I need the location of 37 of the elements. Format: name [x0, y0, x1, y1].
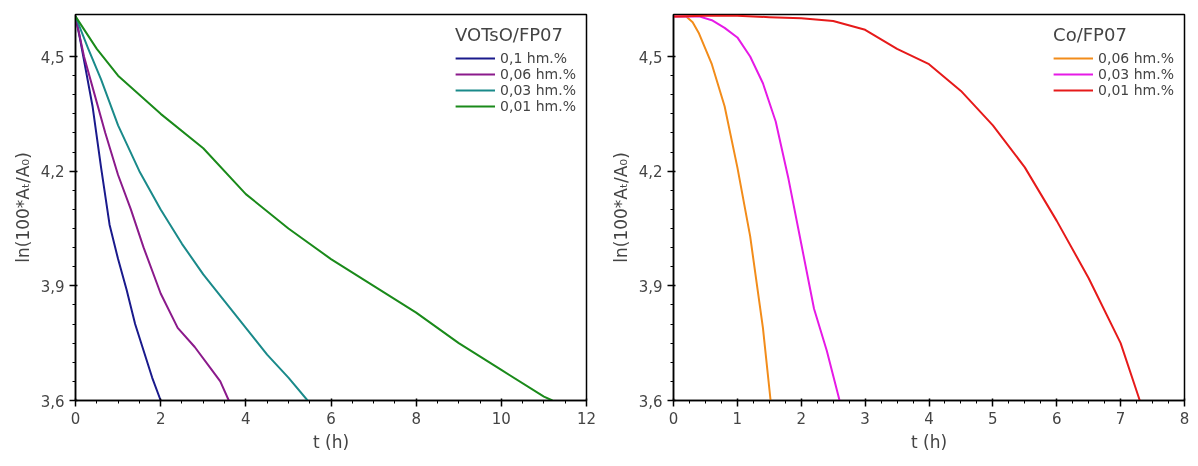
legend-label: 0,06 hm.%	[1098, 50, 1174, 66]
y-tick-label: 4,2	[40, 163, 65, 182]
x-tick-label: 8	[411, 409, 421, 428]
legend-title: VOTsO/FP07	[455, 24, 564, 45]
x-tick-label: 3	[860, 409, 870, 428]
legend-label: 0,1 hm.%	[500, 50, 568, 66]
y-axis-title: ln(100*Aₜ/A₀)	[12, 152, 33, 263]
x-tick-label: 1	[732, 409, 743, 428]
legend-title: Co/FP07	[1053, 24, 1128, 45]
legend-label: 0,01 hm.%	[1098, 82, 1174, 98]
x-tick-label: 0	[70, 409, 81, 428]
legend-label: 0,03 hm.%	[1098, 66, 1174, 82]
x-axis-title: t (h)	[312, 431, 350, 452]
x-tick-label: 4	[924, 409, 934, 428]
y-tick-label: 3,9	[40, 277, 65, 296]
x-tick-label: 6	[1051, 409, 1062, 428]
x-axis-title: t (h)	[910, 431, 948, 452]
x-tick-label: 4	[241, 409, 251, 428]
x-tick-label: 10	[491, 409, 511, 428]
y-tick-label: 4,2	[638, 163, 663, 182]
x-tick-label: 2	[796, 409, 807, 428]
x-tick-label: 0	[668, 409, 679, 428]
y-tick-label: 4,5	[638, 48, 663, 67]
legend-label: 0,06 hm.%	[500, 66, 576, 82]
y-tick-label: 4,5	[40, 48, 65, 67]
x-tick-label: 6	[326, 409, 336, 428]
x-tick-label: 8	[1179, 409, 1190, 428]
x-tick-label: 7	[1115, 409, 1126, 428]
y-axis-title: ln(100*Aₜ/A₀)	[610, 152, 631, 263]
y-tick-label: 3,6	[40, 392, 65, 411]
legend-label: 0,03 hm.%	[500, 82, 576, 98]
x-tick-label: 12	[576, 409, 597, 428]
x-tick-label: 5	[988, 409, 998, 428]
y-tick-label: 3,6	[638, 392, 663, 411]
x-tick-label: 2	[155, 409, 166, 428]
legend-label: 0,01 hm.%	[500, 98, 576, 114]
y-tick-label: 3,9	[638, 277, 663, 296]
